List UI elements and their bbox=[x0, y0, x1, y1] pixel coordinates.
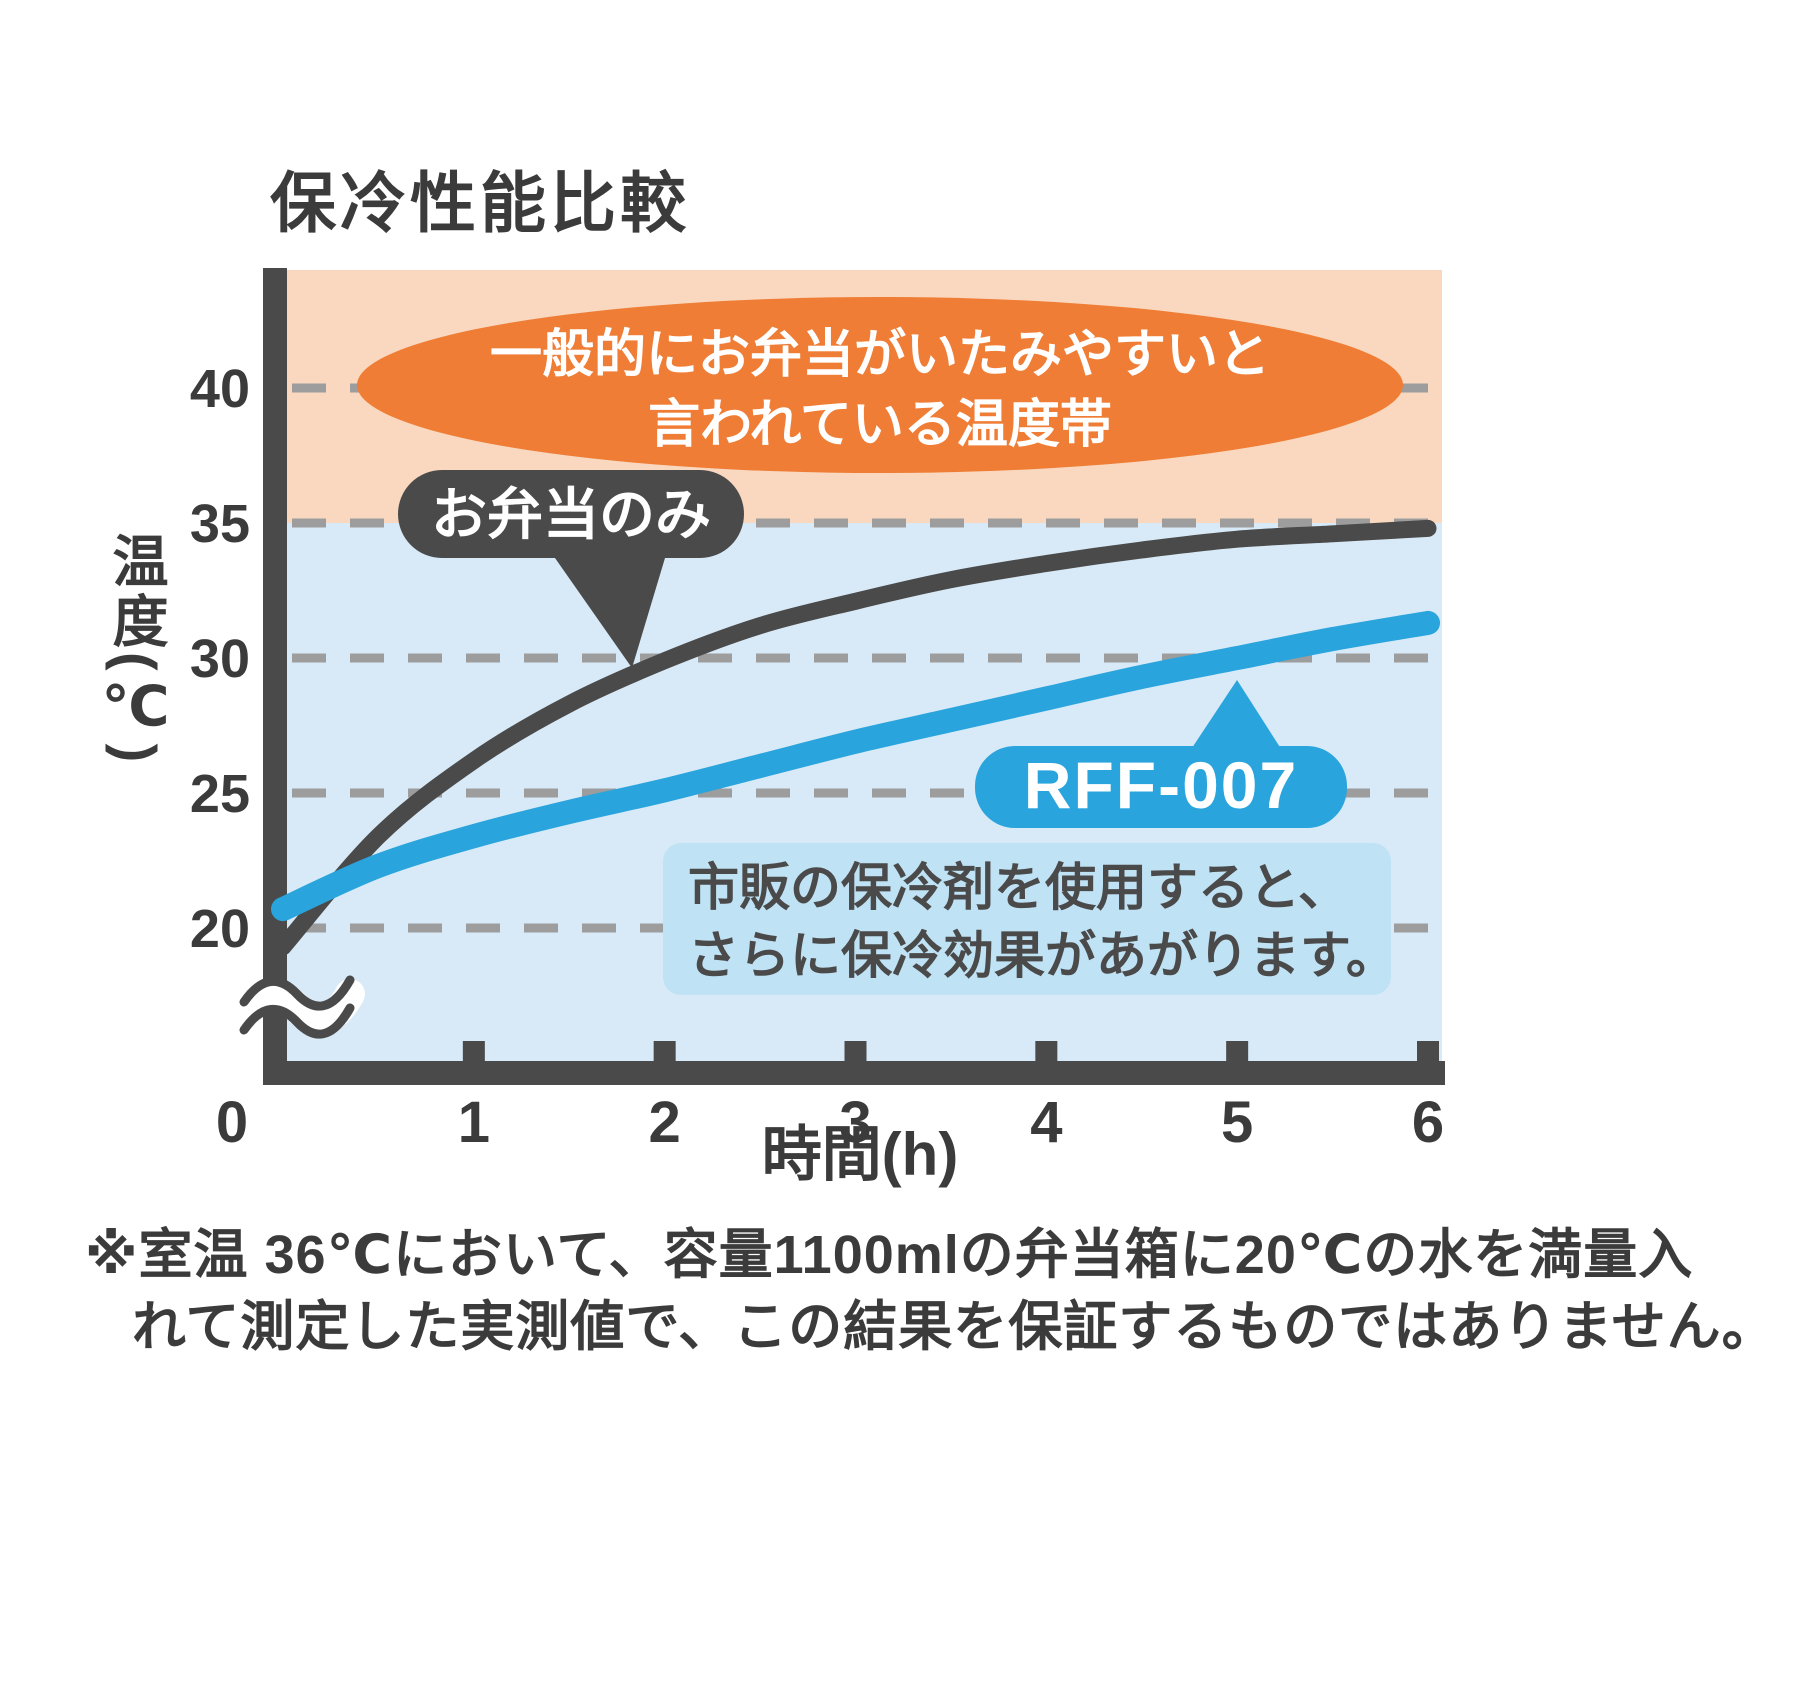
x-tick-label-6: 6 bbox=[1412, 1090, 1444, 1155]
y-tick-label-35: 35 bbox=[190, 494, 250, 554]
chart-title: 保冷性能比較 bbox=[270, 166, 690, 240]
bento-only-callout bbox=[398, 470, 744, 558]
x-tick-label-0: 0 bbox=[216, 1090, 248, 1155]
x-tick-mark-2 bbox=[653, 1041, 676, 1061]
y-tick-label-20: 20 bbox=[190, 899, 250, 959]
cooling-note-line2: さらに保冷効果があがります。 bbox=[688, 927, 1397, 984]
curve-bento-only bbox=[274, 519, 1437, 956]
axis-break-line-top bbox=[239, 975, 355, 1011]
danger-zone-ellipse bbox=[357, 297, 1403, 473]
x-axis bbox=[263, 1061, 1445, 1085]
footnote-line1: ※室温 36℃において、容量1100mlの弁当箱に20℃の水を満量入 bbox=[85, 1225, 1694, 1285]
danger-zone-label-line1: 一般的にお弁当がいたみやすいと bbox=[490, 326, 1270, 384]
x-tick-mark-6 bbox=[1417, 1041, 1439, 1061]
x-tick-mark-5 bbox=[1226, 1041, 1249, 1061]
x-tick-mark-1 bbox=[462, 1041, 485, 1061]
y-axis bbox=[263, 268, 287, 1085]
footnote-line2: れて測定した実測値で、この結果を保証するものではありません。 bbox=[132, 1297, 1777, 1357]
x-tick-mark-4 bbox=[1035, 1041, 1058, 1061]
x-tick-label-2: 2 bbox=[649, 1090, 681, 1155]
cooling-note-line1: 市販の保冷剤を使用すると、 bbox=[688, 859, 1349, 916]
x-tick-label-4: 4 bbox=[1030, 1090, 1062, 1155]
axis-break-gap bbox=[229, 979, 365, 1036]
x-tick-label-5: 5 bbox=[1221, 1090, 1253, 1155]
x-tick-label-1: 1 bbox=[458, 1090, 490, 1155]
x-tick-label-3: 3 bbox=[839, 1090, 871, 1155]
cooling-note-box bbox=[663, 843, 1391, 995]
x-axis-label: 時間(h) bbox=[761, 1121, 959, 1188]
y-tick-label-40: 40 bbox=[190, 359, 250, 419]
rff-007-badge-label: RFF-007 bbox=[1024, 748, 1298, 822]
x-tick-mark-3 bbox=[844, 1041, 867, 1061]
bento-only-callout-pointer bbox=[548, 548, 668, 668]
y-tick-label-30: 30 bbox=[190, 629, 250, 689]
tick-labels: 20 25 30 35 40 0 1 2 3 4 5 6 bbox=[190, 359, 1444, 1155]
rff-007-badge bbox=[975, 746, 1347, 828]
curve-rff-007 bbox=[271, 610, 1440, 922]
y-tick-label-25: 25 bbox=[190, 764, 250, 824]
axis-break-line-bottom bbox=[239, 1003, 355, 1039]
y-axis-label: 温度(℃) bbox=[105, 532, 168, 767]
data-curves bbox=[271, 519, 1440, 956]
rff-007-badge-pointer bbox=[1180, 680, 1292, 766]
bento-only-callout-label: お弁当のみ bbox=[431, 483, 711, 546]
danger-zone-label-line2: 言われている温度帯 bbox=[648, 396, 1112, 454]
